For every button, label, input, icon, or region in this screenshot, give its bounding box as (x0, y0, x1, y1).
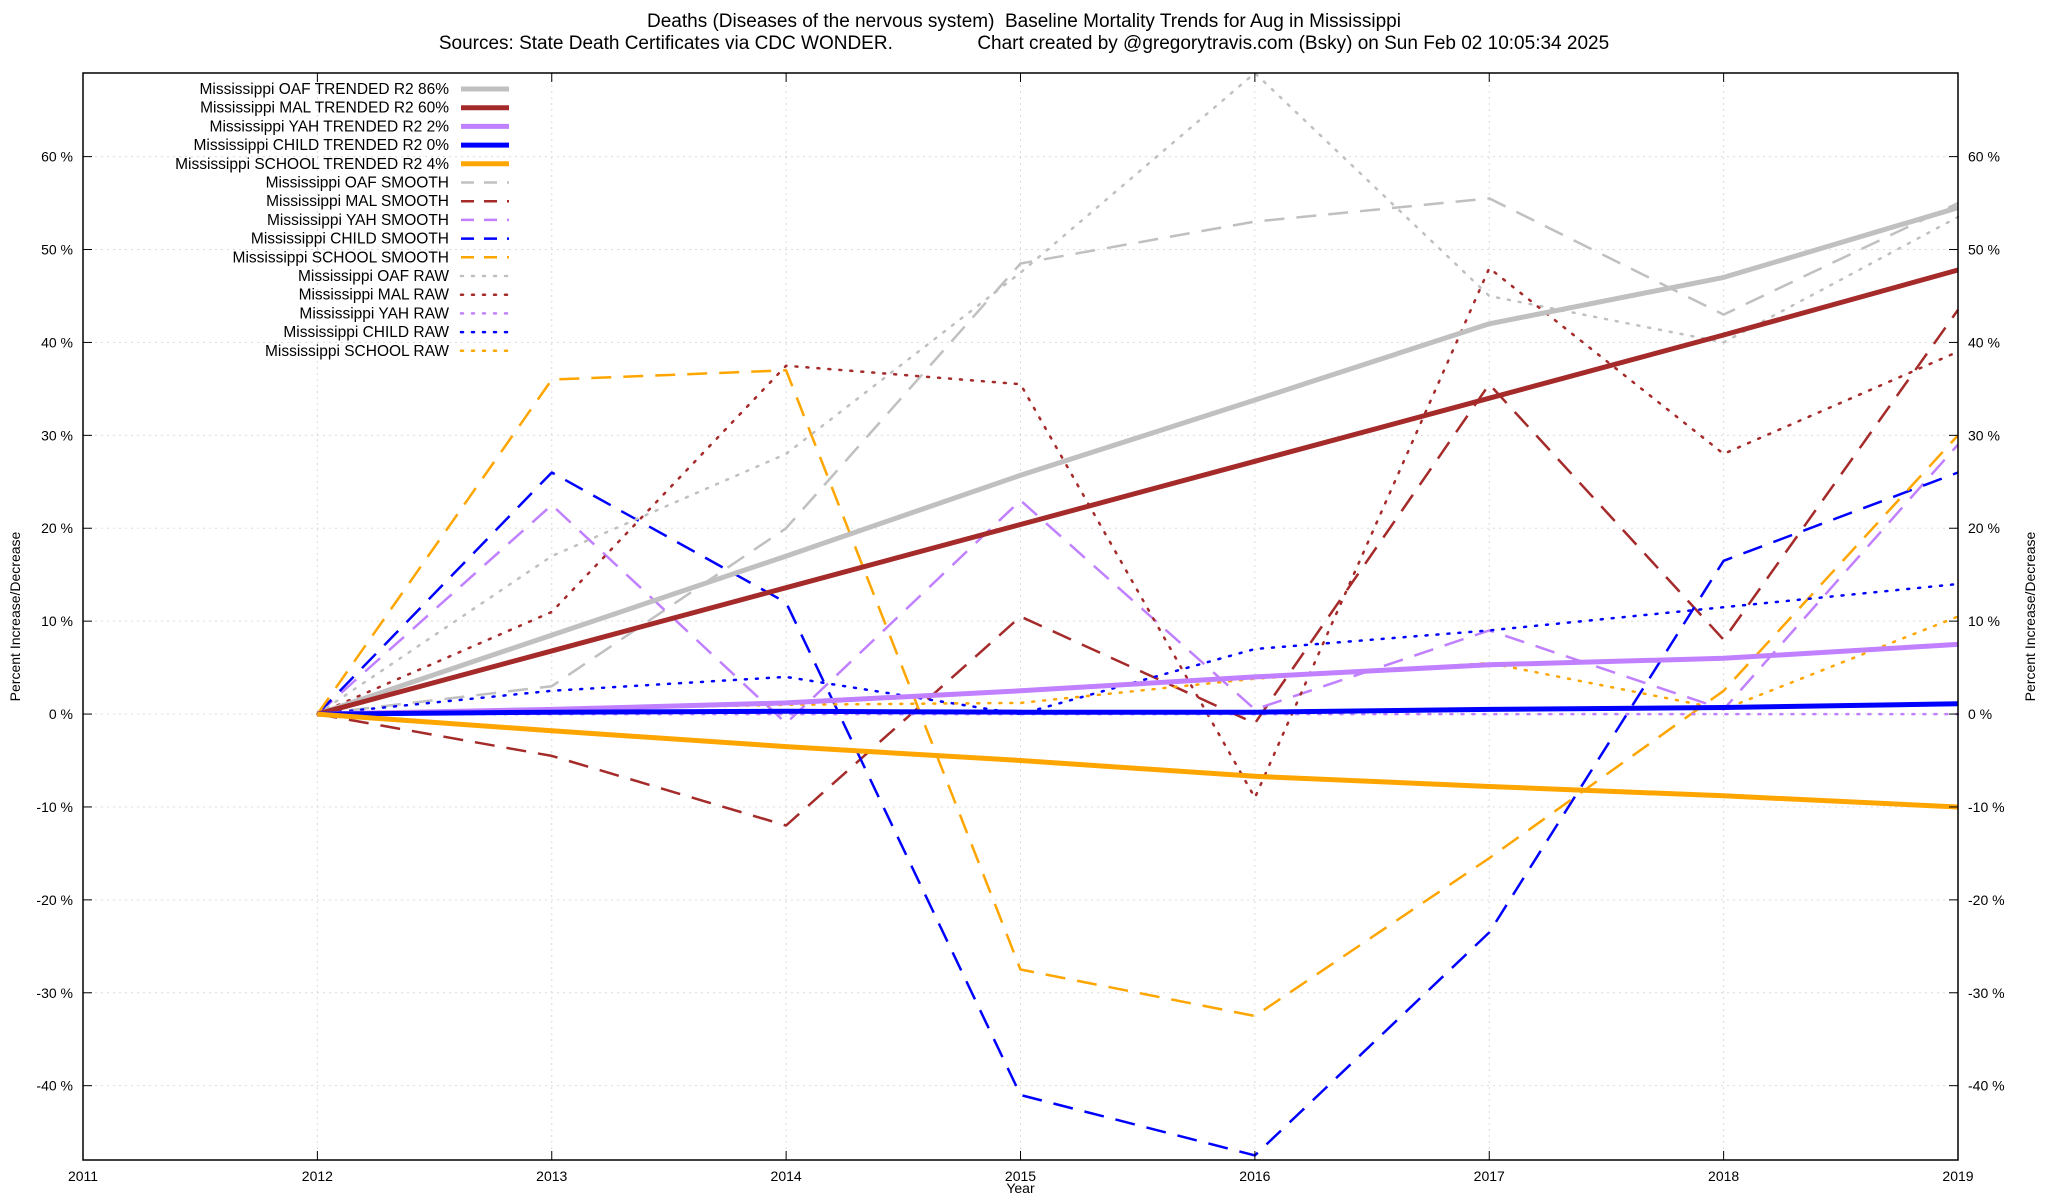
axis-ticks: 2011 2012 2013 2014 2015 2016 2017 2018 2019 -40 … (36, 73, 2005, 1184)
x-tick-label: 2015 (1005, 1168, 1036, 1184)
legend-label: Mississippi SCHOOL RAW (265, 343, 449, 360)
y-tick-label: -20 % (36, 892, 73, 908)
y2-tick-label: 0 % (1968, 706, 1992, 722)
series-line-5 (317, 197, 1959, 716)
legend-label: Mississippi MAL TRENDED R2 60% (200, 100, 449, 117)
series-line-11 (316, 266, 1960, 799)
x-tick-label: 2011 (68, 1168, 98, 1184)
series-line-4 (317, 711, 1959, 810)
legend-label: Mississippi CHILD TRENDED R2 0% (193, 137, 449, 154)
legend-label: Mississippi CHILD SMOOTH (251, 231, 449, 248)
series-line-0 (316, 205, 1959, 717)
series-line-7 (316, 443, 1959, 725)
y2-axis-label: Percent Increase/Decrease (2022, 531, 2038, 701)
y2-tick-label: -20 % (1968, 892, 2005, 908)
y2-tick-label: -10 % (1968, 799, 2005, 815)
y-tick-label: 30 % (41, 427, 73, 443)
y-tick-label: 0 % (49, 706, 73, 722)
x-axis-label: Year (1006, 1180, 1035, 1196)
x-tick-label: 2017 (1474, 1168, 1505, 1184)
legend-label: Mississippi YAH TRENDED R2 2% (210, 118, 450, 135)
y2-tick-label: 50 % (1968, 242, 2000, 258)
legend-label: Mississippi SCHOOL SMOOTH (233, 249, 449, 266)
legend-label: Mississippi CHILD RAW (283, 324, 449, 341)
y-tick-label: 40 % (41, 334, 73, 350)
y2-tick-label: 40 % (1968, 334, 2000, 350)
legend-label: Mississippi MAL SMOOTH (266, 193, 449, 210)
series-line-1 (316, 267, 1959, 717)
y2-tick-label: 60 % (1968, 149, 2000, 165)
chart-title: Deaths (Diseases of the nervous system) … (647, 11, 1401, 32)
legend-label: Mississippi OAF TRENDED R2 86% (200, 81, 450, 98)
x-tick-label: 2018 (1708, 1168, 1739, 1184)
legend-label: Mississippi OAF RAW (298, 268, 449, 285)
y2-tick-label: -40 % (1968, 1078, 2005, 1094)
y-tick-label: -40 % (36, 1078, 73, 1094)
x-tick-label: 2016 (1239, 1168, 1270, 1184)
legend-label: Mississippi SCHOOL TRENDED R2 4% (175, 156, 449, 173)
y-tick-label: 60 % (41, 149, 73, 165)
series-line-6 (317, 309, 1960, 827)
y-axis-label: Percent Increase/Decrease (7, 531, 23, 701)
series-line-9 (316, 369, 1959, 1018)
series-layer (316, 71, 1960, 1157)
x-tick-label: 2019 (1942, 1168, 1973, 1184)
x-tick-label: 2014 (771, 1168, 802, 1184)
y-tick-label: 20 % (41, 520, 73, 536)
series-line-3 (317, 701, 1959, 717)
y2-tick-label: 20 % (1968, 520, 2000, 536)
y-tick-label: 10 % (41, 613, 73, 629)
legend-label: Mississippi YAH RAW (299, 305, 449, 322)
x-tick-label: 2013 (536, 1168, 567, 1184)
series-line-13 (316, 582, 1960, 716)
y2-tick-label: 30 % (1968, 427, 2000, 443)
y2-tick-label: -30 % (1968, 985, 2005, 1001)
y-tick-label: 50 % (41, 242, 73, 258)
chart-subtitle: Sources: State Death Certificates via CD… (438, 33, 1610, 54)
series-line-8 (316, 471, 1959, 1157)
series-line-2 (317, 641, 1959, 717)
legend-label: Mississippi OAF SMOOTH (266, 175, 449, 192)
series-line-10 (316, 71, 1960, 716)
legend-label: Mississippi MAL RAW (299, 287, 450, 304)
y-tick-label: -10 % (36, 799, 73, 815)
legend: Mississippi OAF TRENDED R2 86% Mississipp… (175, 81, 511, 360)
legend-label: Mississippi YAH SMOOTH (267, 212, 449, 229)
y2-tick-label: 10 % (1968, 613, 2000, 629)
x-tick-label: 2012 (302, 1168, 333, 1184)
grid-lines (83, 73, 1958, 1160)
y-tick-label: -30 % (36, 985, 73, 1001)
